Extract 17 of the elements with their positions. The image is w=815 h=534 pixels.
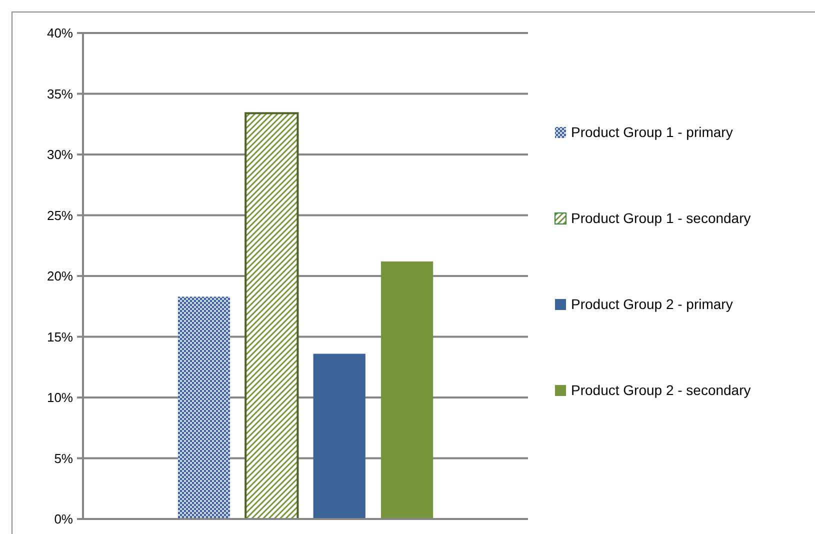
bar [178, 296, 230, 519]
y-tick-label: 35% [46, 86, 74, 102]
y-tick-label: 40% [46, 26, 74, 41]
y-tick-label: 30% [46, 147, 74, 162]
y-tick-label: 15% [46, 329, 74, 344]
bar [244, 112, 299, 520]
y-tick-label: 25% [46, 208, 74, 223]
y-tick-label: 5% [54, 450, 74, 466]
legend-label: Product Group 2 - secondary [571, 382, 751, 398]
y-tick-label: 20% [46, 268, 74, 284]
y-tick-label: 10% [46, 390, 74, 406]
legend-label: Product Group 1 - primary [571, 124, 733, 140]
bar [380, 261, 434, 519]
legend-label: Product Group 1 - secondary [571, 210, 751, 226]
y-tick-label: 0% [54, 512, 74, 527]
legend-label: Product Group 2 - primary [571, 296, 733, 312]
bar [313, 354, 366, 519]
